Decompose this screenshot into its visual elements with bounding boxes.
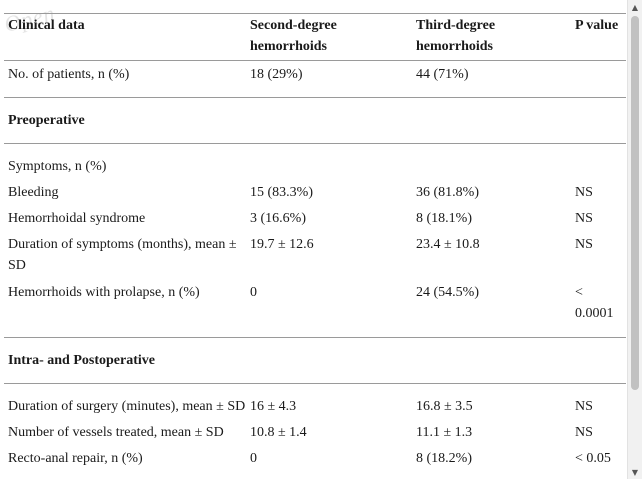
cell-text: Hemorrhoidal syndrome [8, 211, 146, 226]
cell-text: Bleeding [8, 185, 59, 200]
cell-second-degree: 10.8 ± 1.4 [250, 422, 307, 443]
cell-text: 10.8 ± 1.4 [250, 425, 307, 440]
cell-label: Duration of surgery (minutes), mean ± SD [8, 396, 245, 417]
cell-p-value: <0.0001 [575, 282, 614, 324]
header-second-degree: Second-degree hemorrhoids [250, 15, 337, 57]
divider-line [4, 143, 626, 144]
cell-p-value: < 0.05 [575, 448, 611, 469]
cell-text: 0.0001 [575, 306, 614, 321]
cell-text: 0 [250, 285, 257, 300]
cell-text: < [575, 285, 583, 300]
header-text: hemorrhoids [416, 39, 493, 54]
scrollbar-thumb[interactable] [631, 16, 639, 390]
cell-text: NS [575, 211, 593, 226]
cell-text: 36 (81.8%) [416, 185, 479, 200]
cell-text: 11.1 ± 1.3 [416, 425, 473, 440]
arrow-down-icon[interactable]: ▼ [631, 467, 639, 477]
cell-second-degree: 16 ± 4.3 [250, 396, 296, 417]
cell-text: 8 (18.1%) [416, 211, 472, 226]
cell-label: No. of patients, n (%) [8, 64, 129, 85]
cell-text: Duration of symptoms (months), mean ± [8, 237, 237, 252]
section-heading: Preoperative [8, 113, 85, 128]
cell-p-value: NS [575, 208, 593, 229]
cell-p-value: NS [575, 182, 593, 203]
header-text: hemorrhoids [250, 39, 327, 54]
cell-second-degree: 0 [250, 282, 257, 303]
divider-line [4, 97, 626, 98]
cell-text: No. of patients, n (%) [8, 67, 130, 82]
cell-third-degree: 16.8 ± 3.5 [416, 396, 473, 417]
cell-text: 18 (29%) [250, 67, 303, 82]
header-text: Second-degree [250, 18, 337, 33]
cell-text: 24 (54.5%) [416, 285, 479, 300]
cell-text: 16 ± 4.3 [250, 399, 297, 414]
section-heading: Intra- and Postoperative [8, 353, 155, 368]
cell-text: 23.4 ± 10.8 [416, 237, 480, 252]
cell-label: Symptoms, n (%) [8, 156, 106, 177]
cell-p-value: NS [575, 422, 593, 443]
cell-second-degree: 19.7 ± 12.6 [250, 234, 314, 255]
cell-text: NS [575, 399, 593, 414]
cell-label: Hemorrhoids with prolapse, n (%) [8, 282, 200, 303]
table-page: Open Clinical data Second-degree hemorrhoi… [2, 0, 626, 469]
cell-text: 44 (71%) [416, 67, 469, 82]
header-label: Clinical data [8, 15, 85, 36]
cell-text: 15 (83.3%) [250, 185, 313, 200]
header-text: P value [575, 18, 619, 33]
cell-third-degree: 11.1 ± 1.3 [416, 422, 472, 443]
cell-text: 0 [250, 451, 257, 466]
divider-line [4, 60, 626, 61]
cell-text: Hemorrhoids with prolapse, n (%) [8, 285, 200, 300]
cell-second-degree: 3 (16.6%) [250, 208, 306, 229]
cell-third-degree: 36 (81.8%) [416, 182, 479, 203]
cell-second-degree: 18 (29%) [250, 64, 303, 85]
cell-text: NS [575, 185, 593, 200]
cell-text: Recto-anal repair, n (%) [8, 451, 143, 466]
cell-p-value: NS [575, 396, 593, 417]
cell-third-degree: 44 (71%) [416, 64, 469, 85]
cell-p-value: NS [575, 234, 593, 255]
cell-label: Duration of symptoms (months), mean ± SD [8, 234, 237, 276]
arrow-up-icon[interactable]: ▲ [631, 2, 639, 12]
cell-label: Hemorrhoidal syndrome [8, 208, 145, 229]
header-p-value: P value [575, 15, 618, 36]
cell-text: < 0.05 [575, 451, 611, 466]
cell-text: 16.8 ± 3.5 [416, 399, 473, 414]
divider-line [4, 13, 626, 14]
header-text: Third-degree [416, 18, 496, 33]
cell-text: 8 (18.2%) [416, 451, 472, 466]
cell-third-degree: 24 (54.5%) [416, 282, 479, 303]
header-text: Clinical data [8, 18, 85, 33]
cell-text: 19.7 ± 12.6 [250, 237, 314, 252]
vertical-scrollbar[interactable]: ▲ ▼ [627, 0, 642, 479]
cell-text: Number of vessels treated, mean ± SD [8, 425, 224, 440]
cell-third-degree: 8 (18.1%) [416, 208, 472, 229]
cell-label: Number of vessels treated, mean ± SD [8, 422, 224, 443]
cell-text: NS [575, 425, 593, 440]
cell-text: SD [8, 258, 26, 273]
cell-text: Symptoms, n (%) [8, 159, 107, 174]
header-third-degree: Third-degree hemorrhoids [416, 15, 495, 57]
cell-second-degree: 15 (83.3%) [250, 182, 313, 203]
cell-label: Bleeding [8, 182, 59, 203]
cell-label: Recto-anal repair, n (%) [8, 448, 143, 469]
cell-second-degree: 0 [250, 448, 257, 469]
cell-third-degree: 23.4 ± 10.8 [416, 234, 480, 255]
cell-text: NS [575, 237, 593, 252]
divider-line [4, 337, 626, 338]
divider-line [4, 383, 626, 384]
cell-third-degree: 8 (18.2%) [416, 448, 472, 469]
cell-text: 3 (16.6%) [250, 211, 306, 226]
cell-text: Duration of surgery (minutes), mean ± SD [8, 399, 246, 414]
